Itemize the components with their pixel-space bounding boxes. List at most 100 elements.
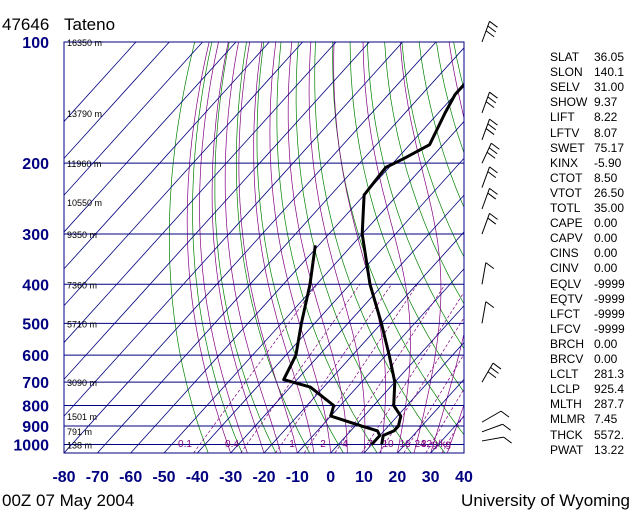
moist-adiabat-line: [333, 42, 386, 453]
height-label: 7360 m: [67, 280, 97, 290]
temperature-tick-label: -80: [52, 469, 75, 486]
isotherm-line: [64, 42, 337, 344]
index-name: BRCH: [550, 336, 585, 351]
footer-source: University of Wyoming: [461, 491, 630, 510]
dry-adiabat-line: [235, 42, 310, 453]
index-name: TOTL: [550, 201, 581, 215]
temperature-tick-label: -50: [152, 469, 175, 486]
footer-time: 00Z 07 May 2004: [2, 491, 134, 510]
index-name: CINV: [550, 261, 579, 276]
index-value: -5.90: [594, 155, 622, 170]
temperature-tick-label: -40: [186, 469, 209, 486]
wind-barb-feather: [487, 25, 497, 33]
index-name: LCLT: [550, 367, 579, 382]
temperature-tick-label: -70: [86, 469, 109, 486]
index-name: CINS: [550, 246, 579, 261]
isotherm-line: [64, 42, 237, 233]
moist-adiabat-line: [308, 42, 366, 453]
temperature-tick-label: 10: [355, 469, 373, 486]
index-name: CAPE: [550, 216, 583, 231]
index-value: 0.00: [594, 216, 618, 231]
height-label: 13790 m: [67, 109, 102, 119]
wind-barb-feather: [489, 118, 498, 126]
mixing-ratio-line: [403, 353, 464, 453]
dry-adiabat-line: [332, 42, 464, 436]
index-value: 5572.: [594, 427, 625, 442]
index-value: 0.00: [594, 352, 618, 366]
index-name: THCK: [550, 427, 583, 442]
temperature-tick-label: -60: [119, 469, 142, 486]
mixing-ratio-line: [441, 414, 464, 453]
isotherm-line: [197, 157, 464, 453]
index-value: 9.37: [594, 95, 618, 110]
temperature-tick-label: -20: [252, 469, 275, 486]
pressure-tick-label: 1000: [13, 437, 49, 454]
height-label: 9350 m: [67, 230, 97, 240]
isotherm-line: [230, 194, 464, 453]
isotherm-line: [64, 42, 403, 417]
index-value: 35.00: [594, 201, 625, 215]
mixing-ratio-line: [303, 284, 418, 453]
mixing-ratio-label: 7: [367, 439, 373, 450]
moist-adiabat-line: [399, 42, 442, 453]
moist-adiabat-line: [446, 403, 464, 453]
dry-adiabat-line: [401, 42, 464, 258]
wind-barb-feather: [487, 371, 497, 379]
index-value: 31.00: [594, 80, 625, 95]
wind-barb-feather: [485, 128, 495, 135]
wind-barb-feather: [489, 91, 498, 99]
temperature-tick-label: 0: [326, 469, 335, 486]
pressure-tick-label: 900: [22, 419, 49, 436]
wind-barb: [481, 188, 490, 210]
dry-adiabat-line: [192, 42, 243, 453]
pressure-tick-label: 100: [22, 35, 49, 52]
index-value: 140.1: [594, 65, 625, 80]
index-name: BRCV: [550, 352, 584, 366]
index-value: 13.22: [594, 442, 625, 457]
moist-adiabat-line: [362, 42, 411, 453]
temperature-labels: -80 -70 -60 -50 -40 -30 -20 -10 0 10 20 30 40: [52, 469, 473, 486]
wind-barb-feather: [492, 362, 502, 370]
isotherm-line: [64, 42, 303, 307]
index-value: 8.07: [594, 125, 618, 140]
wind-barb-feather: [489, 187, 498, 195]
wind-barb-feather: [485, 30, 495, 38]
index-value: 8.22: [594, 110, 618, 125]
isotherm-line: [97, 47, 464, 453]
index-value: 75.17: [594, 140, 625, 155]
mixing-ratio-line: [425, 388, 464, 453]
isotherm-line: [130, 84, 464, 453]
index-value: 0.00: [594, 246, 618, 261]
temperature-tick-label: 40: [455, 469, 473, 486]
wind-barb-feather: [500, 410, 510, 418]
isotherm-line: [64, 42, 437, 453]
index-name: MLTH: [550, 397, 582, 412]
station-name: Tateno: [64, 15, 115, 34]
temperature-tick-label: -30: [219, 469, 242, 486]
height-label: 791 m: [67, 427, 92, 437]
wind-barb: [481, 21, 490, 43]
index-name: PWAT: [550, 442, 584, 457]
index-value: 26.50: [594, 185, 625, 200]
wind-barb-feather: [487, 217, 497, 225]
height-label: 5710 m: [67, 319, 97, 329]
wind-barb-feather: [487, 123, 497, 131]
wind-barb-feather: [485, 301, 495, 309]
wind-barb-feather: [485, 262, 495, 270]
index-value: 0.00: [594, 231, 618, 246]
wind-barb: [481, 362, 494, 383]
index-value: 925.4: [594, 382, 625, 397]
index-name: SHOW: [550, 95, 588, 110]
pressure-tick-label: 400: [22, 277, 49, 294]
wind-barb-feather: [487, 192, 497, 200]
wind-barb: [481, 143, 492, 164]
moist-adiabat-line: [211, 42, 265, 453]
index-value: 0.00: [594, 261, 618, 276]
height-label: 16350 m: [67, 38, 102, 48]
station-id: 47646: [2, 15, 49, 34]
mixing-ratio-label: 4: [342, 439, 348, 450]
moist-adiabat-line: [287, 42, 348, 453]
isotherm-line: [64, 42, 203, 196]
